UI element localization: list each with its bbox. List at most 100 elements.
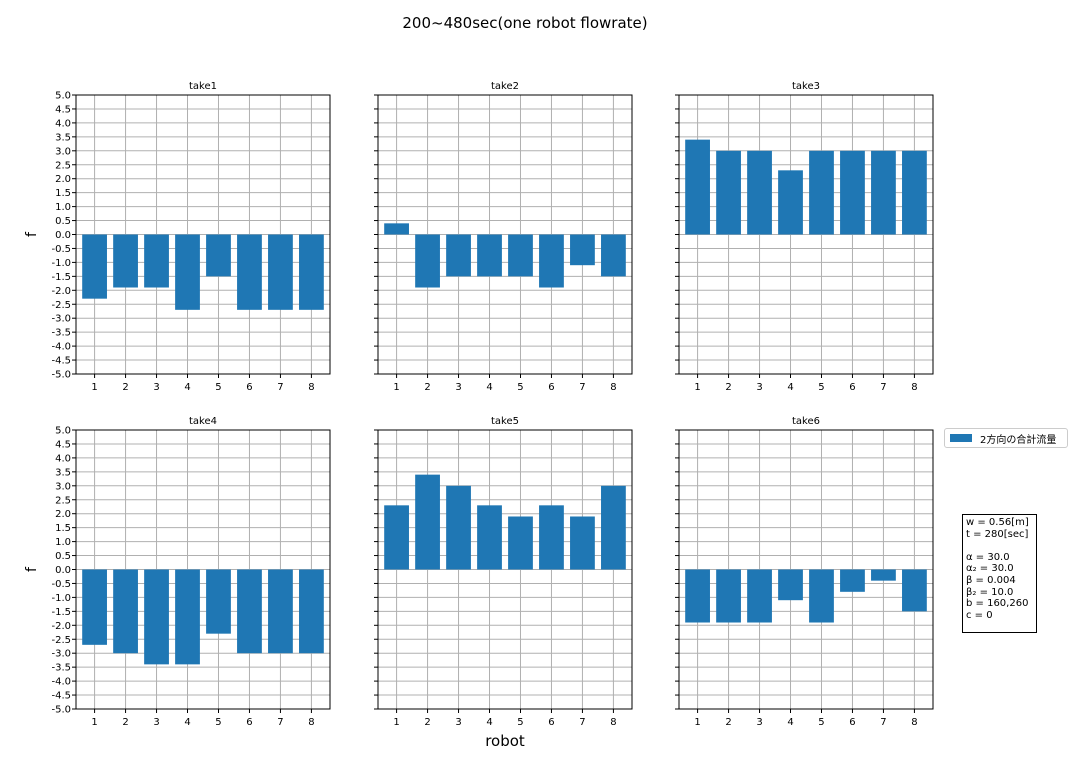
subplot-grid: 5.0 4.5 4.0 3.5 3.0 2.5 2.0 1.5 1.0 0.5 0.0 -0.5 -1.… [24,81,934,750]
y-tick-label: 4.5 [55,439,71,450]
param-line: α₂ = 30.0 [966,563,1014,575]
bar-robot-8 [902,569,927,612]
bar-robot-2 [716,150,741,235]
x-tick-label: 1 [91,382,97,393]
bar-robot-6 [840,150,865,235]
x-tick-label: 1 [694,717,700,728]
y-tick-label: -3.5 [51,328,71,339]
x-tick-label: 3 [455,382,461,393]
subplot-title: take5 [491,416,519,427]
x-tick-label: 7 [880,717,886,728]
x-tick-label: 8 [911,382,917,393]
y-tick-label: -4.5 [51,356,71,367]
y-tick-label: -4.0 [51,677,71,688]
y-tick-label: 1.0 [55,537,71,548]
param-line: b = 160,260 [966,598,1029,610]
bar-robot-6 [840,569,865,592]
bar-robot-7 [268,234,293,310]
bar-robot-7 [570,516,595,570]
param-line: β = 0.004 [966,574,1016,586]
bar-robot-6 [237,234,262,310]
y-tick-label: 4.0 [55,118,71,129]
legend-label: 2方向の合計流量 [980,434,1057,446]
bar-robot-2 [415,474,440,570]
y-tick-label: -0.5 [51,244,71,255]
bar-robot-3 [144,234,169,288]
x-tick-label: 2 [122,717,128,728]
y-tick-label: 2.5 [55,495,71,506]
x-tick-label: 2 [424,382,430,393]
x-tick-label: 3 [153,382,159,393]
bar-robot-4 [477,505,502,570]
y-tick-label: -3.0 [51,649,71,660]
bar-robot-6 [539,505,564,570]
bar-robot-8 [601,485,626,570]
y-axis-label: f [24,231,40,237]
y-tick-label: -5.0 [51,370,71,381]
subplot-title: take3 [792,81,820,92]
parameter-box: w = 0.56[m] t = 280[sec] α = 30.0 α₂ = 3… [962,514,1037,633]
bar-robot-5 [206,569,231,634]
bar-robot-2 [113,234,138,288]
x-tick-label: 2 [725,382,731,393]
x-tick-label: 5 [818,382,824,393]
y-tick-label: -1.5 [51,272,71,283]
x-tick-label: 4 [486,382,492,393]
x-tick-label: 8 [610,717,616,728]
axes-frame [377,94,633,375]
bar-robot-4 [477,234,502,277]
bar-robot-1 [384,505,409,570]
subplot-take5: 1 2 3 4 5 6 7 8 take5 robot [374,416,633,750]
bar-robot-8 [601,234,626,277]
bar-robot-1 [685,569,710,623]
bar-robot-2 [415,234,440,288]
y-tick-label: -4.5 [51,691,71,702]
param-line: α = 30.0 [966,551,1010,563]
x-tick-label: 2 [725,717,731,728]
subplot-title: take4 [189,416,217,427]
y-tick-label: -5.0 [51,705,71,716]
bar-robot-5 [206,234,231,277]
x-tick-label: 8 [308,382,314,393]
bar-robot-1 [384,223,409,235]
y-tick-label: 2.0 [55,509,71,520]
bar-robot-3 [747,569,772,623]
axes-frame [678,94,934,375]
y-tick-label: -3.0 [51,314,71,325]
subplot-take1: 5.0 4.5 4.0 3.5 3.0 2.5 2.0 1.5 1.0 0.5 0.0 -0.5 -1.… [24,81,331,393]
bar-robot-5 [508,516,533,570]
x-axis-label: robot [485,732,525,750]
x-tick-label: 6 [246,717,252,728]
y-tick-label: -0.5 [51,579,71,590]
bar-robot-8 [902,150,927,235]
x-tick-label: 1 [91,717,97,728]
x-tick-label: 1 [694,382,700,393]
y-tick-label: -1.0 [51,593,71,604]
bar-robot-3 [446,234,471,277]
subplot-take6: 1 2 3 4 5 6 7 8 take6 [675,416,934,728]
y-tick-label: 1.5 [55,188,71,199]
bar-robot-2 [113,569,138,654]
x-tick-label: 5 [517,717,523,728]
y-tick-label: 4.0 [55,453,71,464]
x-tick-label: 6 [246,382,252,393]
x-tick-label: 6 [849,717,855,728]
bar-robot-5 [809,569,834,623]
subplot-take3: 1 2 3 4 5 6 7 8 take3 [675,81,934,393]
bar-robot-2 [716,569,741,623]
y-tick-label: 4.5 [55,104,71,115]
subplot-take2: 1 2 3 4 5 6 7 8 take2 [374,81,633,393]
bar-robot-4 [175,569,200,665]
x-tick-label: 6 [548,717,554,728]
legend: 2方向の合計流量 [944,428,1068,448]
bar-robot-1 [82,234,107,299]
x-tick-label: 7 [277,717,283,728]
y-tick-label: -4.0 [51,342,71,353]
bar-robot-1 [685,139,710,235]
param-line: t = 280[sec] [966,528,1029,540]
x-tick-label: 7 [880,382,886,393]
x-tick-label: 7 [579,382,585,393]
figure-title: 200~480sec(one robot flowrate) [402,14,647,32]
bar-robot-7 [570,234,595,266]
